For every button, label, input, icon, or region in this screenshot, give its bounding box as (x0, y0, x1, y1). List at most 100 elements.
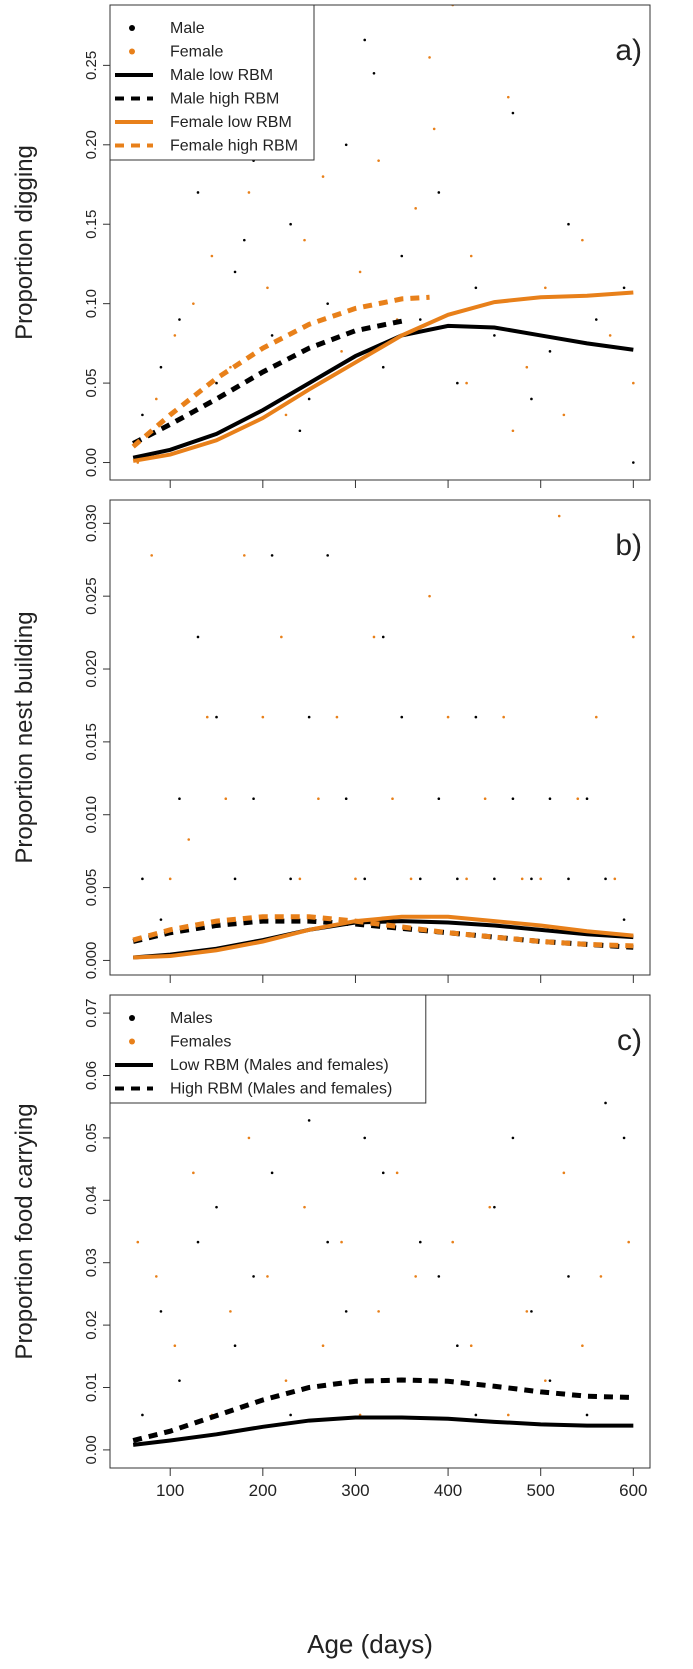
data-point (511, 111, 515, 115)
data-point (266, 286, 269, 290)
curve (132, 914, 634, 949)
data-point (205, 715, 209, 719)
data-point (418, 877, 422, 881)
data-point (418, 1240, 422, 1244)
data-point (344, 797, 348, 800)
data-point (632, 461, 635, 464)
x-axis-label: Age (days) (307, 1629, 433, 1659)
legend: Males Females Low RBM (Males and females) H… (109, 994, 427, 1104)
data-point (247, 191, 251, 194)
y-tick-label: 0.020 (83, 650, 100, 688)
data-point (298, 429, 302, 433)
y-tick-label: 0.000 (83, 942, 100, 980)
data-point (437, 191, 441, 194)
data-point (266, 1275, 269, 1278)
data-point (414, 207, 417, 210)
data-point (567, 1275, 570, 1278)
data-point (493, 334, 496, 337)
data-point (432, 127, 436, 131)
legend-box (109, 994, 427, 1104)
y-axis-label: Proportion food carrying (11, 1103, 38, 1359)
data-point (469, 254, 473, 258)
data-point (506, 1413, 510, 1417)
data-point (622, 1136, 626, 1140)
legend-label: Male (170, 20, 205, 37)
data-point (456, 877, 459, 881)
data-point (196, 1240, 200, 1244)
data-point (530, 397, 533, 401)
data-point (173, 334, 177, 337)
data-point (428, 56, 431, 59)
data-point (465, 877, 468, 881)
data-point (178, 318, 181, 321)
legend: Male Female Male low RBM Male high RBM Femal… (109, 4, 315, 161)
data-point (632, 635, 635, 639)
curve (132, 318, 403, 446)
data-point (567, 877, 570, 881)
curve (132, 323, 634, 460)
data-point (252, 1275, 255, 1278)
x-tick-label: 100 (156, 1481, 184, 1500)
data-point (344, 1310, 348, 1313)
data-point (340, 1240, 343, 1244)
data-point (303, 1205, 306, 1209)
data-point (270, 1171, 274, 1175)
legend-label: Male low RBM (170, 67, 273, 84)
data-point (520, 877, 524, 881)
data-point (173, 1344, 177, 1347)
legend-box (109, 4, 315, 161)
data-point (196, 191, 200, 194)
data-point (530, 1310, 533, 1313)
data-point (627, 1240, 630, 1244)
data-point (303, 238, 306, 242)
data-point (502, 715, 505, 719)
data-point (400, 254, 404, 258)
data-point (178, 1379, 181, 1382)
data-point (465, 381, 468, 385)
y-tick-label: 0.00 (83, 448, 100, 477)
panel-label: b) (615, 529, 642, 562)
data-point (483, 797, 487, 800)
legend-symbol (129, 1015, 135, 1021)
data-point (622, 918, 626, 921)
data-point (400, 715, 404, 719)
data-point (196, 635, 200, 639)
data-point (451, 1240, 455, 1244)
data-point (493, 877, 496, 881)
legend-label: Male high RBM (170, 91, 279, 108)
data-point (456, 1344, 459, 1347)
data-point (469, 1344, 473, 1347)
data-point (141, 877, 144, 881)
y-tick-label: 0.10 (83, 289, 100, 318)
data-point (613, 877, 617, 881)
data-point (159, 1310, 163, 1313)
plot-area (131, 5, 635, 464)
data-point (585, 797, 589, 800)
data-point (372, 72, 376, 75)
data-point (233, 877, 237, 881)
legend-symbol (129, 48, 135, 55)
data-point (354, 877, 357, 881)
data-point (155, 397, 158, 401)
curve (131, 294, 430, 449)
data-point (381, 1171, 385, 1175)
data-point (530, 877, 533, 881)
data-point (141, 413, 144, 417)
data-point (317, 797, 320, 800)
data-point (608, 334, 612, 337)
data-point (414, 1275, 417, 1278)
y-tick-label: 0.20 (83, 130, 100, 159)
y-tick-label: 0.07 (83, 998, 100, 1027)
data-point (632, 381, 635, 385)
data-point (326, 1240, 329, 1244)
data-point (557, 514, 561, 518)
data-point (511, 429, 515, 433)
data-point (456, 381, 459, 385)
data-point (437, 1275, 441, 1278)
y-tick-label: 0.05 (83, 368, 100, 397)
curve (132, 1415, 634, 1447)
data-point (428, 594, 431, 598)
data-point (604, 877, 607, 881)
data-point (284, 1379, 288, 1382)
